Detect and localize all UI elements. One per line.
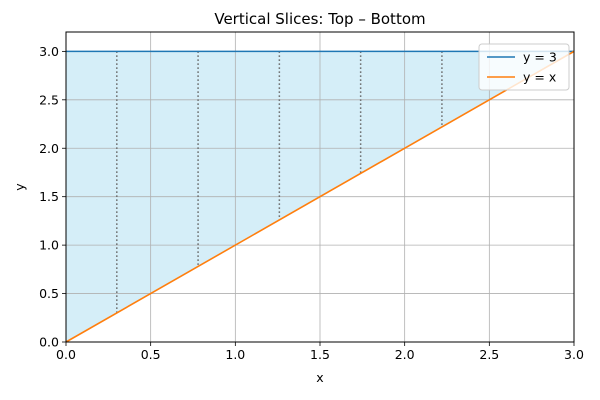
legend-label: y = 3 (523, 50, 557, 65)
tick-layer: 0.0 0.5 1.0 1.5 2.0 2.5 3.0 0.0 0.5 1.0 1.5 2.0 2.5 3… (39, 44, 584, 362)
y-tick-label: 0.5 (39, 286, 59, 301)
y-tick-label: 1.5 (39, 189, 59, 204)
x-tick-label: 1.5 (310, 347, 330, 362)
y-tick-label: 1.0 (39, 238, 59, 253)
y-tick-label: 2.0 (39, 141, 59, 156)
x-tick-label: 0.5 (141, 347, 161, 362)
x-tick-label: 1.0 (225, 347, 245, 362)
legend-label: y = x (523, 70, 556, 85)
slice-lines-layer (116, 51, 443, 313)
chart-title: Vertical Slices: Top – Bottom (214, 10, 425, 28)
x-tick-label: 3.0 (564, 347, 584, 362)
y-axis-label: y (12, 183, 27, 191)
y-tick-label: 2.5 (39, 92, 59, 107)
legend-box (478, 43, 570, 91)
x-axis-label: x (316, 370, 323, 385)
x-tick-label: 0.0 (56, 347, 76, 362)
x-tick-label: 2.5 (479, 347, 499, 362)
series-line-bottom (65, 50, 575, 343)
legend: y = 3 y = x (478, 43, 570, 91)
y-tick-label: 0.0 (39, 335, 59, 350)
x-tick-label: 2.0 (395, 347, 415, 362)
y-tick-label: 3.0 (39, 44, 59, 59)
